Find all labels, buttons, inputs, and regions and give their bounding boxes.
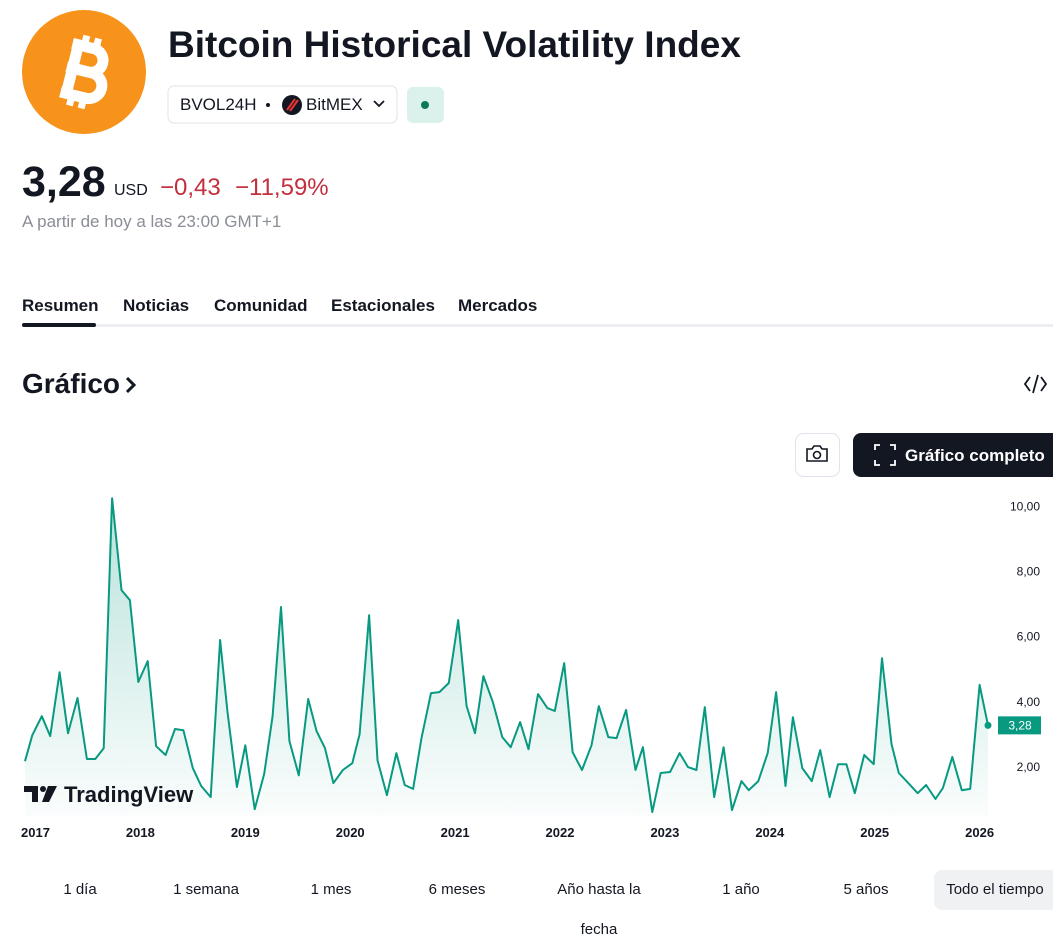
full-chart-button[interactable] xyxy=(853,433,1053,477)
tab[interactable]: Estacionales xyxy=(331,296,435,315)
section-chevron[interactable] xyxy=(125,376,137,394)
timestamp: A partir de hoy a las 23:00 GMT+1 xyxy=(22,212,282,231)
tv-logo-dot xyxy=(40,786,46,792)
x-tick-label: 2017 xyxy=(21,825,50,840)
exchange-icon-mark xyxy=(286,98,299,112)
y-tick-label: 4,00 xyxy=(1017,695,1041,709)
camera-lens xyxy=(812,450,822,460)
separator-dot xyxy=(266,103,270,107)
line xyxy=(24,497,989,814)
last-value-badge xyxy=(998,716,1041,735)
full-chart-label[interactable]: Gráfico completo xyxy=(905,446,1045,465)
change-pct: −11,59% xyxy=(235,174,329,201)
exchange[interactable]: BitMEX xyxy=(306,95,363,114)
tab[interactable]: Resumen xyxy=(22,296,99,315)
change: −0,43 xyxy=(160,174,221,201)
embed-icon[interactable] xyxy=(1023,374,1048,394)
range-button[interactable]: Todo el tiempo xyxy=(946,881,1044,898)
y-tick-label: 10,00 xyxy=(1010,499,1040,513)
x-tick-label: 2020 xyxy=(336,825,365,840)
y-tick-label: 6,00 xyxy=(1017,630,1041,644)
price: 3,28 xyxy=(22,158,106,206)
x-tick-label: 2025 xyxy=(860,825,889,840)
range-button[interactable]: 5 años xyxy=(843,881,889,898)
snapshot-button[interactable] xyxy=(795,433,840,477)
x-tick-label: 2021 xyxy=(441,825,470,840)
x-tick-label: 2023 xyxy=(650,825,679,840)
range-button[interactable]: 1 año xyxy=(722,881,760,898)
tv-logo-bar xyxy=(24,786,38,802)
x-tick-label: 2026 xyxy=(965,825,994,840)
dropdown-chevron[interactable] xyxy=(373,100,385,108)
active-range-bg xyxy=(934,870,1053,910)
x-tick-label: 2024 xyxy=(755,825,785,840)
x-tick-label: 2018 xyxy=(126,825,155,840)
currency: USD xyxy=(114,182,148,199)
x-tick-label: 2019 xyxy=(231,825,260,840)
range-button[interactable]: 1 semana xyxy=(173,881,239,898)
range-button[interactable]: 1 mes xyxy=(310,881,352,898)
range-button[interactable]: 1 día xyxy=(63,881,97,898)
section-title[interactable]: Gráfico xyxy=(22,368,121,399)
fullscreen-icon xyxy=(874,444,896,466)
active-tab-underline xyxy=(22,323,96,327)
plot: 2,00 4,00 6,00 8,00 10,00 2017 2018 2019 2020 202… xyxy=(21,497,1041,840)
logo-glyph xyxy=(59,34,109,110)
title: Bitcoin Historical Volatility Index xyxy=(168,24,741,65)
tab[interactable]: Comunidad xyxy=(214,296,308,315)
y-tick-label: 8,00 xyxy=(1017,565,1041,579)
y-tick-label: 2,00 xyxy=(1017,760,1041,774)
last-value-label: 3,28 xyxy=(1008,718,1032,732)
tv-logo-slash xyxy=(42,786,57,802)
exchange-icon xyxy=(282,95,302,115)
camera-icon xyxy=(806,445,828,462)
last-point xyxy=(984,721,992,729)
area-fill xyxy=(25,498,988,816)
range-button[interactable]: 6 meses xyxy=(428,881,486,898)
watermark: TradingView xyxy=(24,782,194,807)
tab[interactable]: Mercados xyxy=(458,296,538,315)
tab[interactable]: Noticias xyxy=(123,296,190,315)
bitcoin-logo xyxy=(22,10,146,134)
status-dot xyxy=(421,101,429,109)
range-button[interactable]: Año hasta la fecha xyxy=(557,881,641,938)
watermark-text: TradingView xyxy=(64,782,194,807)
x-tick-label: 2022 xyxy=(546,825,575,840)
ticker[interactable]: BVOL24H xyxy=(180,95,257,114)
